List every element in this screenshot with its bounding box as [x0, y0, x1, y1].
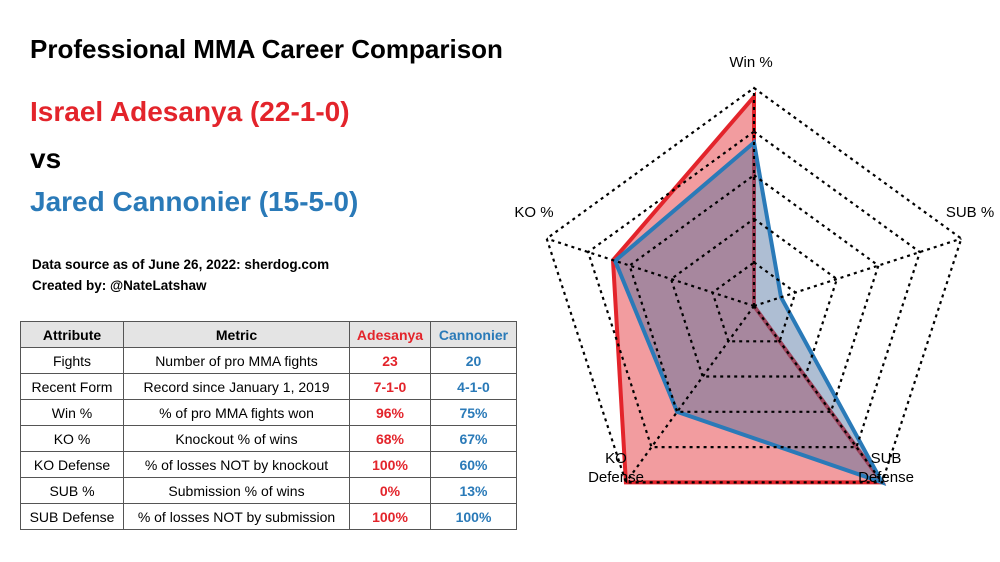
header-metric: Metric — [123, 321, 350, 348]
cell-attribute: SUB % — [20, 477, 124, 504]
grid-spoke — [753, 237, 962, 308]
axis-label-line: SUB — [871, 450, 902, 467]
cell-attribute: KO % — [20, 425, 124, 452]
comparison-table: Attribute Metric Adesanya Cannonier Figh… — [20, 321, 517, 530]
series-adesanya-polygon — [610, 91, 887, 485]
axis-label-line: Defense — [858, 469, 914, 486]
cell-cannonier: 4-1-0 — [430, 373, 517, 400]
axis-label: Win % — [729, 54, 772, 71]
fighter1-title: Israel Adesanya (22-1-0) — [30, 96, 350, 127]
grid-spoke — [546, 237, 755, 308]
axis-label: SUB % — [946, 204, 994, 221]
axis-label-line: KO — [605, 450, 627, 467]
data-source-note: Data source as of June 26, 2022: sherdog… — [32, 257, 330, 272]
cell-adesanya: 68% — [349, 425, 431, 452]
vs-label: vs — [30, 143, 62, 174]
table-row: KO Defense % of losses NOT by knockout 1… — [20, 451, 517, 478]
table-row: Recent Form Record since January 1, 2019… — [20, 373, 517, 400]
axis-label-line: KO % — [514, 204, 553, 221]
cell-cannonier: 60% — [430, 451, 517, 478]
cell-cannonier: 75% — [430, 399, 517, 426]
axis-label-line: Win % — [729, 54, 772, 71]
fighter2-title: Jared Cannonier (15-5-0) — [30, 186, 359, 217]
cell-cannonier: 100% — [430, 503, 517, 530]
cell-attribute: Recent Form — [20, 373, 124, 400]
grid-ring — [586, 130, 922, 449]
cell-metric: Record since January 1, 2019 — [123, 373, 350, 400]
axis-label: KO Defense — [588, 450, 644, 486]
cell-metric: % of losses NOT by knockout — [123, 451, 350, 478]
cell-metric: % of losses NOT by submission — [123, 503, 350, 530]
axis-label-line: SUB % — [946, 204, 994, 221]
table-header-row: Attribute Metric Adesanya Cannonier — [20, 321, 517, 348]
header-cannonier: Cannonier — [430, 321, 517, 348]
grid-ring — [628, 173, 880, 413]
header-adesanya: Adesanya — [349, 321, 431, 348]
table-row: Win % % of pro MMA fights won 96% 75% — [20, 399, 517, 426]
chart-title: Professional MMA Career Comparison — [30, 34, 503, 64]
axis-label-line: Defense — [588, 469, 644, 486]
grid-ring — [669, 217, 839, 378]
cell-adesanya: 100% — [349, 503, 431, 530]
created-by-note: Created by: @NateLatshaw — [32, 278, 207, 293]
cell-metric: Number of pro MMA fights — [123, 347, 350, 374]
grid-spoke — [625, 305, 755, 484]
grid-ring — [711, 261, 797, 343]
cell-metric: Knockout % of wins — [123, 425, 350, 452]
table-row: SUB Defense % of losses NOT by submissio… — [20, 503, 517, 530]
axis-label: KO % — [514, 204, 553, 221]
table-row: SUB % Submission % of wins 0% 13% — [20, 477, 517, 504]
cell-adesanya: 100% — [349, 451, 431, 478]
axis-label: SUB Defense — [858, 450, 914, 486]
grid-spoke — [753, 305, 883, 484]
header-attribute: Attribute — [20, 321, 124, 348]
